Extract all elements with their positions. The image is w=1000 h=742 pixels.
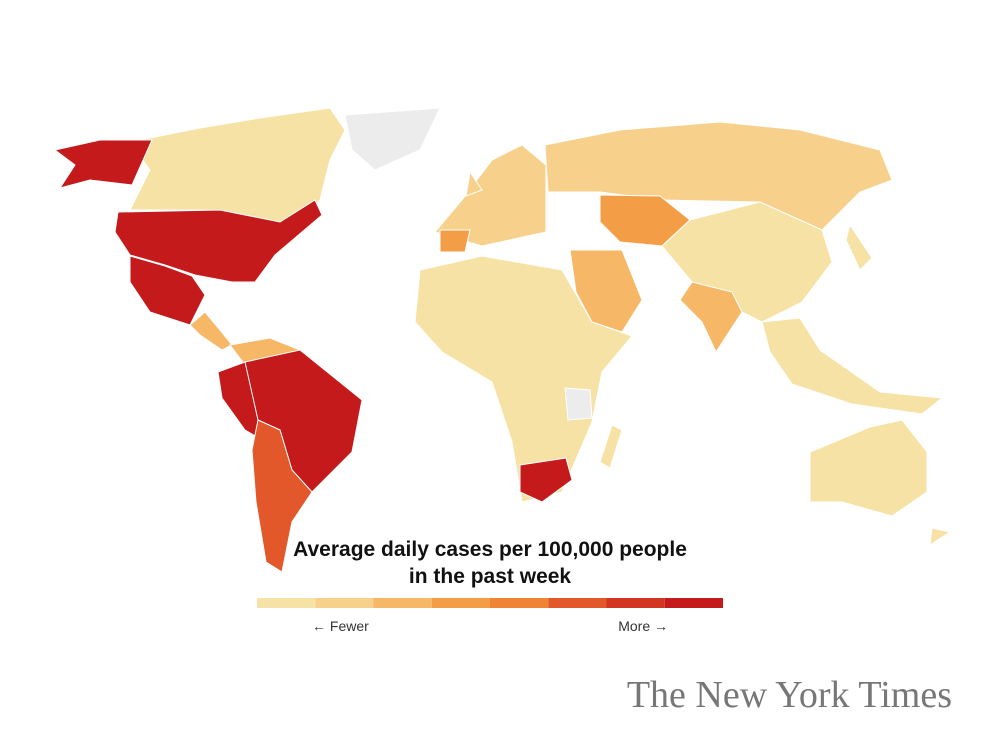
new-zealand <box>929 527 952 547</box>
canada <box>129 107 346 223</box>
india <box>679 281 743 354</box>
uk <box>465 170 483 197</box>
central-america <box>189 311 233 351</box>
africa <box>414 255 633 503</box>
spain <box>439 229 471 253</box>
legend-swatch <box>373 598 432 608</box>
madagascar <box>599 424 623 469</box>
legend-swatch <box>257 598 316 608</box>
argentina <box>251 419 313 573</box>
legend-swatch <box>548 598 607 608</box>
australia <box>809 419 928 517</box>
russia <box>544 121 893 231</box>
east-africa-no-data <box>564 387 593 421</box>
legend-title: Average daily cases per 100,000 people <box>293 538 687 561</box>
credit: The New York Times <box>627 674 952 716</box>
legend-high: More → <box>618 618 668 634</box>
legend-scale <box>257 598 723 608</box>
legend-swatch <box>315 598 374 608</box>
legend-swatch <box>431 598 490 608</box>
usa <box>114 199 323 283</box>
countries <box>53 107 952 573</box>
mexico <box>129 255 206 326</box>
south-africa <box>519 457 573 503</box>
alaska <box>53 139 153 189</box>
legend-swatch <box>606 598 665 608</box>
greenland <box>344 107 441 171</box>
japan <box>845 223 873 271</box>
legend-low: ← Fewer <box>312 618 369 634</box>
legend-swatch <box>490 598 549 608</box>
legend-swatch <box>664 598 723 608</box>
southeast-asia <box>761 317 944 415</box>
legend-title: in the past week <box>409 565 572 588</box>
